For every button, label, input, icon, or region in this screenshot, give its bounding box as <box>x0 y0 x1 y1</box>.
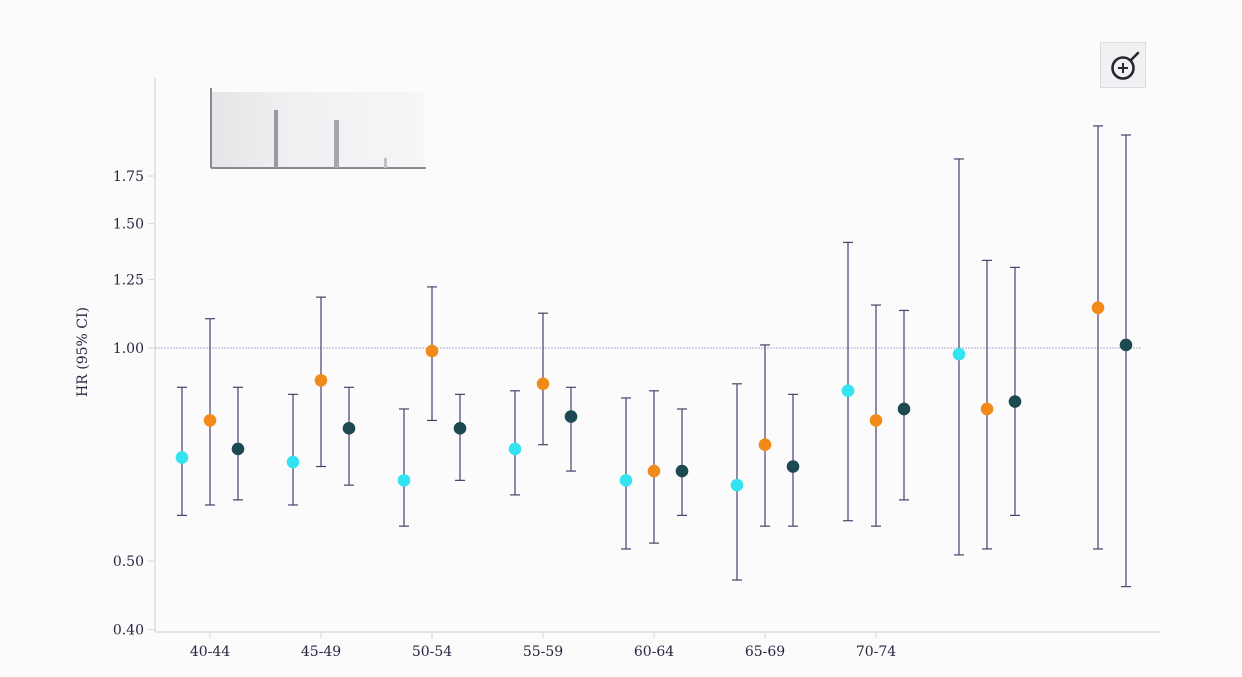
y-tick-label: 1.75 <box>113 169 144 185</box>
data-point <box>1008 395 1022 408</box>
y-tick-label: 1.25 <box>113 272 144 288</box>
data-point-group <box>647 390 661 544</box>
y-ticks: 0.40 0.50 1.00 1.25 1.50 1.75 <box>113 169 155 639</box>
data-point-group <box>1008 266 1022 516</box>
data-point <box>675 464 689 478</box>
data-point-group <box>675 408 689 516</box>
data-point-group <box>564 386 578 472</box>
x-tick-label: 65-69 <box>745 644 785 660</box>
data-point <box>231 442 245 456</box>
data-point <box>841 384 855 398</box>
x-tick-label: 45-49 <box>301 644 341 660</box>
data-point <box>619 474 633 487</box>
data-point <box>647 464 661 478</box>
zoom-button[interactable] <box>1100 42 1146 88</box>
data-point-group <box>508 390 522 496</box>
data-point-group <box>314 296 328 468</box>
data-point-group <box>453 393 467 481</box>
y-tick-label: 0.50 <box>113 554 144 570</box>
data-point <box>869 414 883 427</box>
data-point <box>897 402 911 416</box>
x-tick-label: 40-44 <box>190 644 230 660</box>
data-point-group <box>952 158 966 556</box>
x-tick-label: 60-64 <box>634 644 674 660</box>
data-point-group <box>175 386 189 516</box>
data-point-group <box>342 386 356 486</box>
data-point <box>175 451 189 464</box>
data-point <box>286 455 300 469</box>
data-point <box>1091 301 1105 315</box>
data-point-group <box>286 393 300 506</box>
data-point-group <box>203 318 217 506</box>
x-tick-label: 70-74 <box>856 644 896 660</box>
data-point <box>1119 338 1133 352</box>
data-point <box>397 474 411 487</box>
data-point <box>786 460 800 473</box>
data-point <box>314 374 328 387</box>
data-point <box>508 442 522 456</box>
data-point-group <box>869 304 883 527</box>
data-point-group <box>231 386 245 501</box>
y-tick-label: 1.00 <box>113 341 144 357</box>
data-point-group <box>786 393 800 527</box>
data-point-group <box>980 259 994 550</box>
data-point <box>952 347 966 361</box>
data-point-group <box>897 309 911 501</box>
y-tick-label: 0.40 <box>113 623 144 639</box>
data-point-group <box>1091 125 1105 550</box>
zoom-in-icon <box>1111 51 1140 80</box>
thumbnail-image <box>210 88 426 169</box>
data-point-group <box>841 241 855 522</box>
data-point <box>758 438 772 452</box>
data-marks <box>175 125 1133 588</box>
data-point-group <box>730 383 744 581</box>
data-point <box>564 410 578 423</box>
data-point-group <box>619 397 633 550</box>
data-point-group <box>536 312 550 446</box>
data-point <box>342 422 356 435</box>
x-tick-label: 55-59 <box>523 644 563 660</box>
data-point-group <box>1119 134 1133 588</box>
data-point <box>203 414 217 427</box>
data-point-group <box>425 286 439 422</box>
data-point-group <box>397 408 411 527</box>
data-point <box>536 377 550 391</box>
data-point <box>453 422 467 435</box>
y-axis-label: HR (95% CI) <box>75 307 91 397</box>
y-tick-label: 1.50 <box>113 216 144 232</box>
data-point-group <box>758 344 772 527</box>
data-point <box>980 402 994 416</box>
x-ticks: 40-44 45-49 50-54 55-59 60-64 65-69 70-74 <box>190 632 896 660</box>
data-point <box>730 478 744 492</box>
x-tick-label: 50-54 <box>412 644 452 660</box>
data-point <box>425 344 439 358</box>
